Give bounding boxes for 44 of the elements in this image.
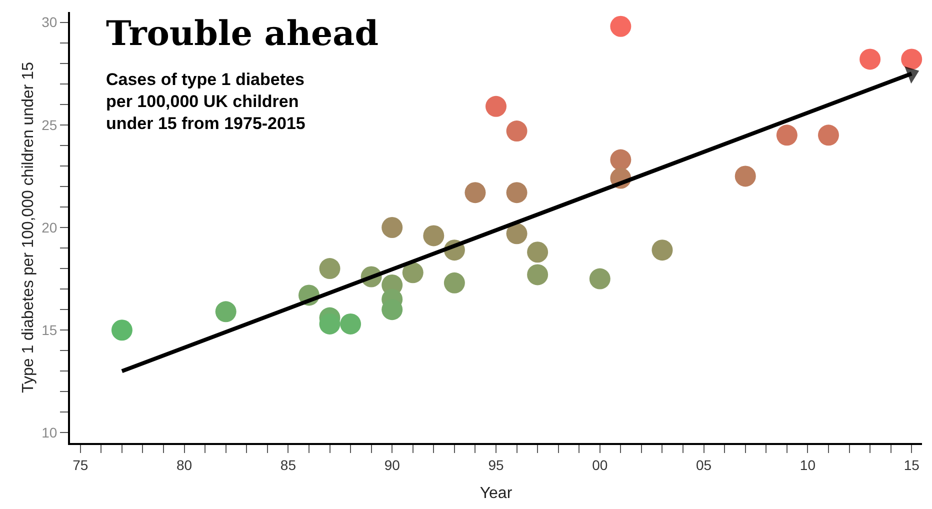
point [444, 272, 465, 294]
point [610, 16, 632, 37]
y-tick-label: 10 [42, 424, 58, 441]
point [423, 225, 444, 246]
y-tick-label: 15 [42, 322, 58, 338]
point [340, 313, 362, 334]
point [319, 258, 340, 280]
x-tick-label: 15 [904, 456, 920, 473]
point [734, 166, 756, 187]
x-tick-label: 10 [800, 456, 816, 473]
x-tick-label: 75 [72, 456, 88, 473]
point [215, 301, 236, 322]
point [486, 96, 506, 117]
y-axis-title: Type 1 diabetes per 100,000 children under 15 [20, 62, 38, 393]
x-tick-label: 80 [176, 456, 192, 473]
x-tick-label: 85 [280, 456, 296, 473]
x-axis-title: Year [480, 485, 513, 502]
point [402, 262, 424, 284]
point [506, 120, 528, 142]
point [860, 48, 881, 70]
y-tick-label: 30 [42, 14, 58, 30]
point [382, 217, 403, 238]
y-tick-label: 20 [42, 219, 58, 236]
point [652, 240, 673, 261]
x-tick-label: 90 [384, 456, 400, 473]
point [901, 48, 922, 70]
point [319, 313, 340, 334]
point [506, 182, 528, 204]
x-tick-label: 95 [488, 456, 504, 473]
x-tick-label: 05 [696, 456, 712, 473]
point [818, 124, 839, 146]
x-tick-label: 00 [592, 456, 608, 473]
point [610, 149, 632, 170]
point [776, 124, 798, 146]
point [527, 242, 548, 263]
text: Cases of type 1 diabetes per 100,000 UK children under 15 from 1975-2015 [106, 70, 306, 134]
chart-title: Trouble ahead [106, 14, 378, 54]
y-tick-label: 25 [42, 116, 58, 133]
point [382, 299, 403, 320]
point [527, 264, 548, 286]
point [506, 223, 528, 244]
point [111, 320, 132, 341]
point [589, 268, 610, 290]
point [464, 182, 486, 204]
